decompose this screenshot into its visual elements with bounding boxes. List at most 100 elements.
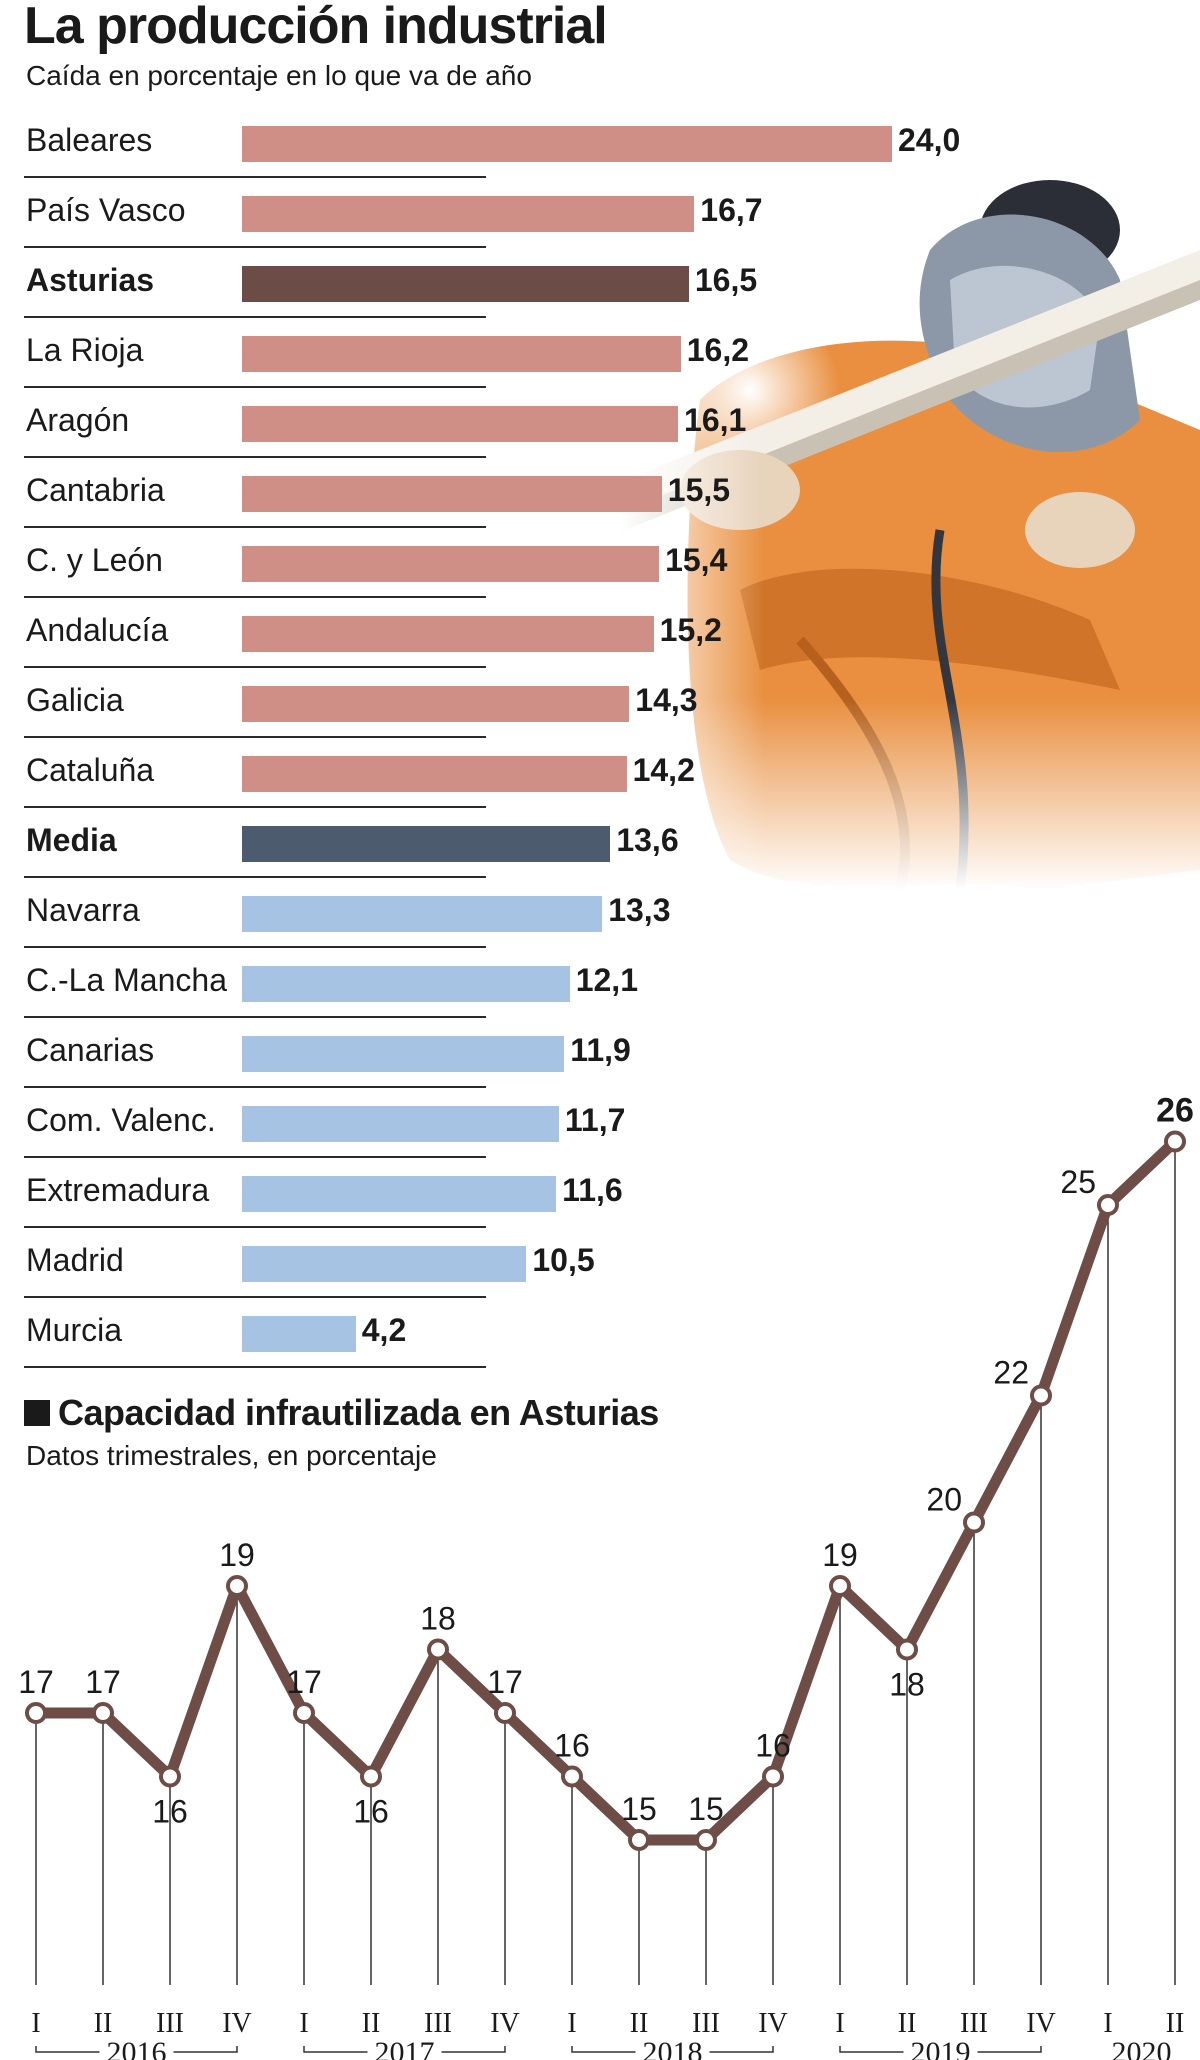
quarter-label: I xyxy=(31,2008,40,2039)
data-label: 20 xyxy=(926,1482,962,1518)
quarter-label: III xyxy=(424,2008,452,2039)
bar-label: Aragón xyxy=(26,402,130,438)
bar-row: Media 13,6 xyxy=(0,808,1200,878)
row-divider xyxy=(24,1086,486,1088)
bar xyxy=(242,196,695,232)
bar xyxy=(242,476,662,512)
quarter-label: III xyxy=(156,2008,184,2039)
quarter-label: IV xyxy=(490,2008,520,2039)
bar xyxy=(242,1036,565,1072)
bar-value-label: 15,5 xyxy=(667,472,731,508)
row-divider xyxy=(24,876,486,878)
data-label: 17 xyxy=(85,1664,121,1700)
bar-row: C.-La Mancha 12,1 xyxy=(0,948,1200,1018)
bar-value-label: 16,5 xyxy=(694,262,758,298)
data-point xyxy=(896,1638,918,1661)
bar-label: País Vasco xyxy=(26,192,186,228)
quarter-label: I xyxy=(1103,2008,1112,2039)
data-label: 16 xyxy=(755,1728,791,1764)
row-divider xyxy=(24,526,486,528)
data-point xyxy=(762,1765,784,1788)
data-point xyxy=(695,1829,717,1851)
year-label: 2020 xyxy=(1112,2036,1172,2060)
bar xyxy=(242,826,611,862)
bar-row: Galicia 14,3 xyxy=(0,668,1200,738)
bar-row: Baleares 24,0 xyxy=(0,108,1200,178)
page-title: La producción industrial xyxy=(24,0,608,55)
data-label: 19 xyxy=(219,1537,255,1573)
data-label: 17 xyxy=(487,1664,523,1700)
bar-row: Aragón 16,1 xyxy=(0,388,1200,458)
data-label: 15 xyxy=(688,1791,724,1827)
data-point xyxy=(293,1702,315,1724)
bar-value-label: 11,7 xyxy=(564,1102,626,1138)
row-divider xyxy=(24,1226,486,1228)
data-point xyxy=(226,1575,248,1597)
data-label: 17 xyxy=(18,1664,54,1700)
year-bracket xyxy=(839,2046,904,2053)
line-chart-subtitle: Datos trimestrales, en porcentaje xyxy=(26,1440,437,1471)
bar-value-label: 15,4 xyxy=(665,542,728,578)
bar-label: Extremadura xyxy=(26,1172,210,1208)
bar xyxy=(242,546,660,582)
bar-value-label: 13,3 xyxy=(608,892,671,928)
data-point xyxy=(628,1829,650,1851)
data-point xyxy=(92,1702,114,1724)
bar-value-label: 10,5 xyxy=(532,1242,595,1278)
bar-value-label: 11,6 xyxy=(562,1172,623,1208)
bar-value-label: 4,2 xyxy=(361,1312,407,1348)
bar xyxy=(242,966,570,1002)
year-bracket xyxy=(441,2046,506,2053)
bar-label: Com. Valenc. xyxy=(26,1102,216,1138)
data-label: 26 xyxy=(1156,1092,1194,1130)
data-point xyxy=(963,1511,985,1534)
bar-value-label: 11,9 xyxy=(570,1032,631,1068)
quarter-label: I xyxy=(835,2008,844,2039)
welder-photo xyxy=(620,170,1200,1130)
bar-value-label: 24,0 xyxy=(898,122,961,158)
data-label: 18 xyxy=(889,1667,925,1703)
bar-label: Madrid xyxy=(26,1242,124,1278)
bar xyxy=(242,686,630,722)
bar-value-label: 16,2 xyxy=(686,332,750,368)
bar-row: Murcia 4,2 xyxy=(0,1298,1200,1368)
year-bracket xyxy=(571,2046,636,2053)
bar-value-label: 14,2 xyxy=(632,752,695,788)
data-point xyxy=(829,1575,851,1597)
bar-label: La Rioja xyxy=(26,332,144,368)
data-point xyxy=(1097,1194,1119,1216)
line-chart-title: Capacidad infrautilizada en Asturias xyxy=(24,1392,659,1434)
quarter-label: II xyxy=(94,2008,113,2039)
quarter-label: II xyxy=(630,2008,649,2039)
bar-label: Navarra xyxy=(26,892,140,928)
row-divider xyxy=(24,176,486,178)
bar-label: Media xyxy=(26,822,117,858)
data-label: 25 xyxy=(1060,1164,1096,1200)
bar-label: Murcia xyxy=(26,1312,123,1348)
quarter-label: II xyxy=(1166,2008,1185,2039)
bar xyxy=(242,896,603,932)
bar xyxy=(242,266,689,302)
bar xyxy=(242,126,892,162)
bar-label: Cantabria xyxy=(26,472,165,508)
bar xyxy=(242,406,679,442)
data-point xyxy=(561,1765,583,1788)
quarter-label: IV xyxy=(758,2008,788,2039)
row-divider xyxy=(24,316,486,318)
bar-row: Andalucía 15,2 xyxy=(0,598,1200,668)
row-divider xyxy=(24,246,486,248)
bar-row: Navarra 13,3 xyxy=(0,878,1200,948)
data-label: 16 xyxy=(554,1728,590,1764)
bar-row: País Vasco 16,7 xyxy=(0,178,1200,248)
bar-label: Canarias xyxy=(26,1032,155,1068)
bar-value-label: 12,1 xyxy=(575,962,638,998)
bar-chart: Baleares 24,0 País Vasco 16,7 Asturias 16,5 La… xyxy=(0,108,1200,1370)
line-chart-title-text: Capacidad infrautilizada en Asturias xyxy=(58,1392,659,1433)
bar-label: Asturias xyxy=(26,262,155,298)
data-point xyxy=(1030,1384,1052,1407)
row-divider xyxy=(24,1016,486,1018)
quarter-label: II xyxy=(362,2008,381,2039)
bar-label: Andalucía xyxy=(26,612,169,648)
data-label: 22 xyxy=(993,1355,1029,1391)
